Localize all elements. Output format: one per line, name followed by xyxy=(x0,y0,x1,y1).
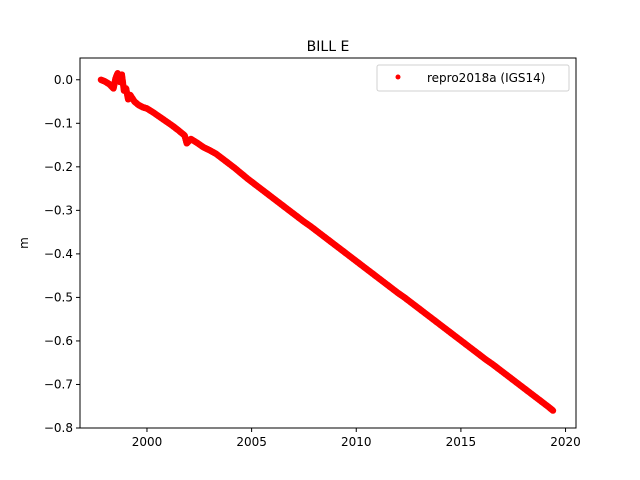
y-axis-label: m xyxy=(17,237,31,249)
y-tick-label: −0.6 xyxy=(44,334,73,348)
axes-frame xyxy=(79,57,577,429)
data-points-layer xyxy=(97,70,557,414)
y-tick-label: −0.5 xyxy=(44,290,73,304)
legend-label: repro2018a (IGS14) xyxy=(427,71,545,85)
y-tick-label: −0.3 xyxy=(44,203,73,217)
y-tick-label: −0.2 xyxy=(44,160,73,174)
plot-area: 2000 2005 2010 2015 2020 0.0 −0.1 −0.2 −0.3 −0.4… xyxy=(44,57,581,449)
y-tick-label: 0.0 xyxy=(54,73,73,87)
chart-title: BILL E xyxy=(307,39,350,55)
y-tick-label: −0.7 xyxy=(44,377,73,391)
x-tick-label: 2005 xyxy=(236,435,267,449)
legend-box xyxy=(376,64,570,92)
y-tick-label: −0.8 xyxy=(44,421,73,435)
y-tick-label: −0.1 xyxy=(44,116,73,130)
legend-marker xyxy=(395,74,401,80)
x-tick-label: 2020 xyxy=(550,435,581,449)
x-axis-ticks: 2000 2005 2010 2015 2020 xyxy=(132,428,581,449)
y-tick-label: −0.4 xyxy=(44,247,73,261)
legend: repro2018a (IGS14) xyxy=(376,64,570,92)
x-tick-label: 2000 xyxy=(132,435,163,449)
x-tick-label: 2010 xyxy=(341,435,372,449)
x-tick-label: 2015 xyxy=(446,435,477,449)
data-point-fill xyxy=(549,407,556,414)
y-axis-ticks: 0.0 −0.1 −0.2 −0.3 −0.4 −0.5 −0.6 −0.7 −0.8 xyxy=(44,73,80,435)
